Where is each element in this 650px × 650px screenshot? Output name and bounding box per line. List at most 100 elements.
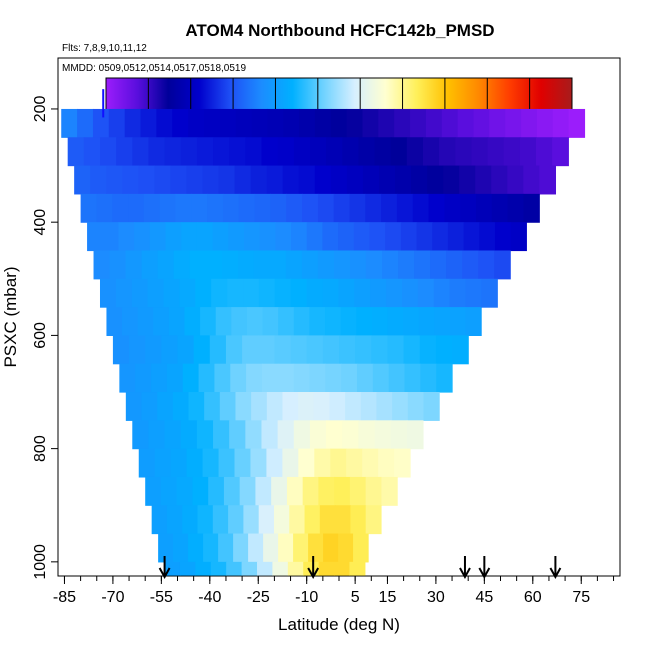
heatmap-cell xyxy=(330,448,347,478)
heatmap-cell xyxy=(317,250,335,280)
heatmap-cell xyxy=(318,476,335,506)
heatmap-cell xyxy=(406,420,424,450)
heatmap-cell xyxy=(372,363,390,393)
heatmap-cell xyxy=(285,250,303,280)
heatmap-cell xyxy=(253,250,271,280)
heatmap-cell xyxy=(261,420,279,450)
heatmap-cell xyxy=(243,278,260,308)
heatmap-cell xyxy=(406,137,424,167)
heatmap-cell xyxy=(99,278,117,308)
heatmap-cell xyxy=(196,420,214,450)
heatmap-cell xyxy=(180,420,198,450)
heatmap-cell xyxy=(371,335,389,365)
heatmap-cell xyxy=(473,108,490,138)
heatmap-cell xyxy=(394,448,411,478)
heatmap-cell xyxy=(387,335,405,365)
x-tick-label: -40 xyxy=(198,589,221,606)
heatmap-cell xyxy=(334,476,351,506)
heatmap-cell xyxy=(349,250,367,280)
heatmap-cell xyxy=(212,222,229,252)
heatmap-cell xyxy=(273,505,290,535)
heatmap-cell xyxy=(147,278,165,308)
heatmap-cell xyxy=(173,533,189,563)
heatmap-cell xyxy=(125,392,143,421)
heatmap-cell xyxy=(290,335,308,365)
heatmap-cell xyxy=(354,278,371,308)
heatmap-cell xyxy=(177,335,195,365)
heatmap-cell xyxy=(218,165,236,195)
heatmap-cell xyxy=(400,222,418,252)
heatmap-cell xyxy=(523,165,540,195)
heatmap-cell xyxy=(83,137,101,167)
heatmap-cell xyxy=(293,307,310,336)
heatmap-cell xyxy=(507,165,524,195)
heatmap-cell xyxy=(61,108,78,138)
heatmap-cell xyxy=(298,448,315,478)
heatmap-cell xyxy=(156,108,173,138)
heatmap-cell xyxy=(326,137,343,167)
heatmap-cell xyxy=(80,193,98,223)
heatmap-cell xyxy=(124,108,142,138)
heatmap-cell xyxy=(251,392,268,421)
heatmap-cell xyxy=(317,193,335,223)
heatmap-cell xyxy=(335,505,352,535)
heatmap-cell xyxy=(274,278,292,308)
heatmap-cell xyxy=(203,533,219,563)
heatmap-cell xyxy=(271,476,288,506)
heatmap-cell xyxy=(293,363,311,393)
heatmap-cell xyxy=(433,278,451,308)
heatmap-cell xyxy=(227,278,244,308)
heatmap-cell xyxy=(494,250,511,280)
heatmap-cell xyxy=(245,420,263,450)
heatmap-cell xyxy=(266,165,284,195)
heatmap-cell xyxy=(287,561,304,576)
heatmap-cell xyxy=(151,363,168,393)
heatmap-cell xyxy=(151,505,168,535)
heatmap-cell xyxy=(539,165,557,195)
heatmap-cell xyxy=(370,278,387,308)
heatmap-cell xyxy=(219,108,237,138)
heatmap-cell xyxy=(210,561,227,576)
heatmap-cell xyxy=(465,278,482,308)
heatmap-cell xyxy=(175,193,192,223)
heatmap-cell xyxy=(306,222,323,252)
y-tick-label: 200 xyxy=(32,96,49,123)
heatmap-cell xyxy=(269,250,287,280)
heatmap-cell xyxy=(275,222,292,252)
arrow-head xyxy=(158,567,171,580)
heatmap-cell xyxy=(92,108,110,138)
heatmap-cell xyxy=(479,222,496,252)
heatmap-cell xyxy=(333,250,351,280)
heatmap-cell xyxy=(318,561,335,576)
heatmap-cell xyxy=(446,250,463,280)
heatmap-cell xyxy=(122,307,139,336)
heatmap-cell xyxy=(248,533,264,563)
heatmap-cell xyxy=(346,108,364,138)
heatmap-cell xyxy=(212,505,229,535)
heatmap-cell xyxy=(412,193,430,223)
heatmap-cell xyxy=(129,335,146,365)
heatmap-cell xyxy=(163,278,181,308)
flights-subtitle: Flts: 7,8,9,10,11,12 xyxy=(62,43,147,54)
heatmap-cell xyxy=(414,250,431,280)
heatmap-cell xyxy=(134,222,151,252)
heatmap-cell xyxy=(293,533,309,563)
heatmap-cell xyxy=(195,561,212,576)
heatmap-cell xyxy=(444,193,461,223)
heatmap-cell xyxy=(416,222,433,252)
heatmap-cell xyxy=(170,165,188,195)
heatmap-cell xyxy=(132,420,150,450)
heatmap-cell xyxy=(298,392,315,421)
heatmap-cell xyxy=(374,420,392,450)
heatmap-cell xyxy=(507,193,525,223)
heatmap-cell xyxy=(207,193,224,223)
heatmap-cell xyxy=(213,420,230,450)
heatmap-cell xyxy=(239,476,257,506)
heatmap-cell xyxy=(291,222,308,252)
heatmap-cell xyxy=(381,250,399,280)
heatmap-cell xyxy=(230,363,247,393)
heatmap-cell xyxy=(362,108,379,138)
heatmap-cell xyxy=(231,307,248,336)
heatmap-cell xyxy=(489,108,506,138)
heatmap-cell xyxy=(338,533,354,563)
